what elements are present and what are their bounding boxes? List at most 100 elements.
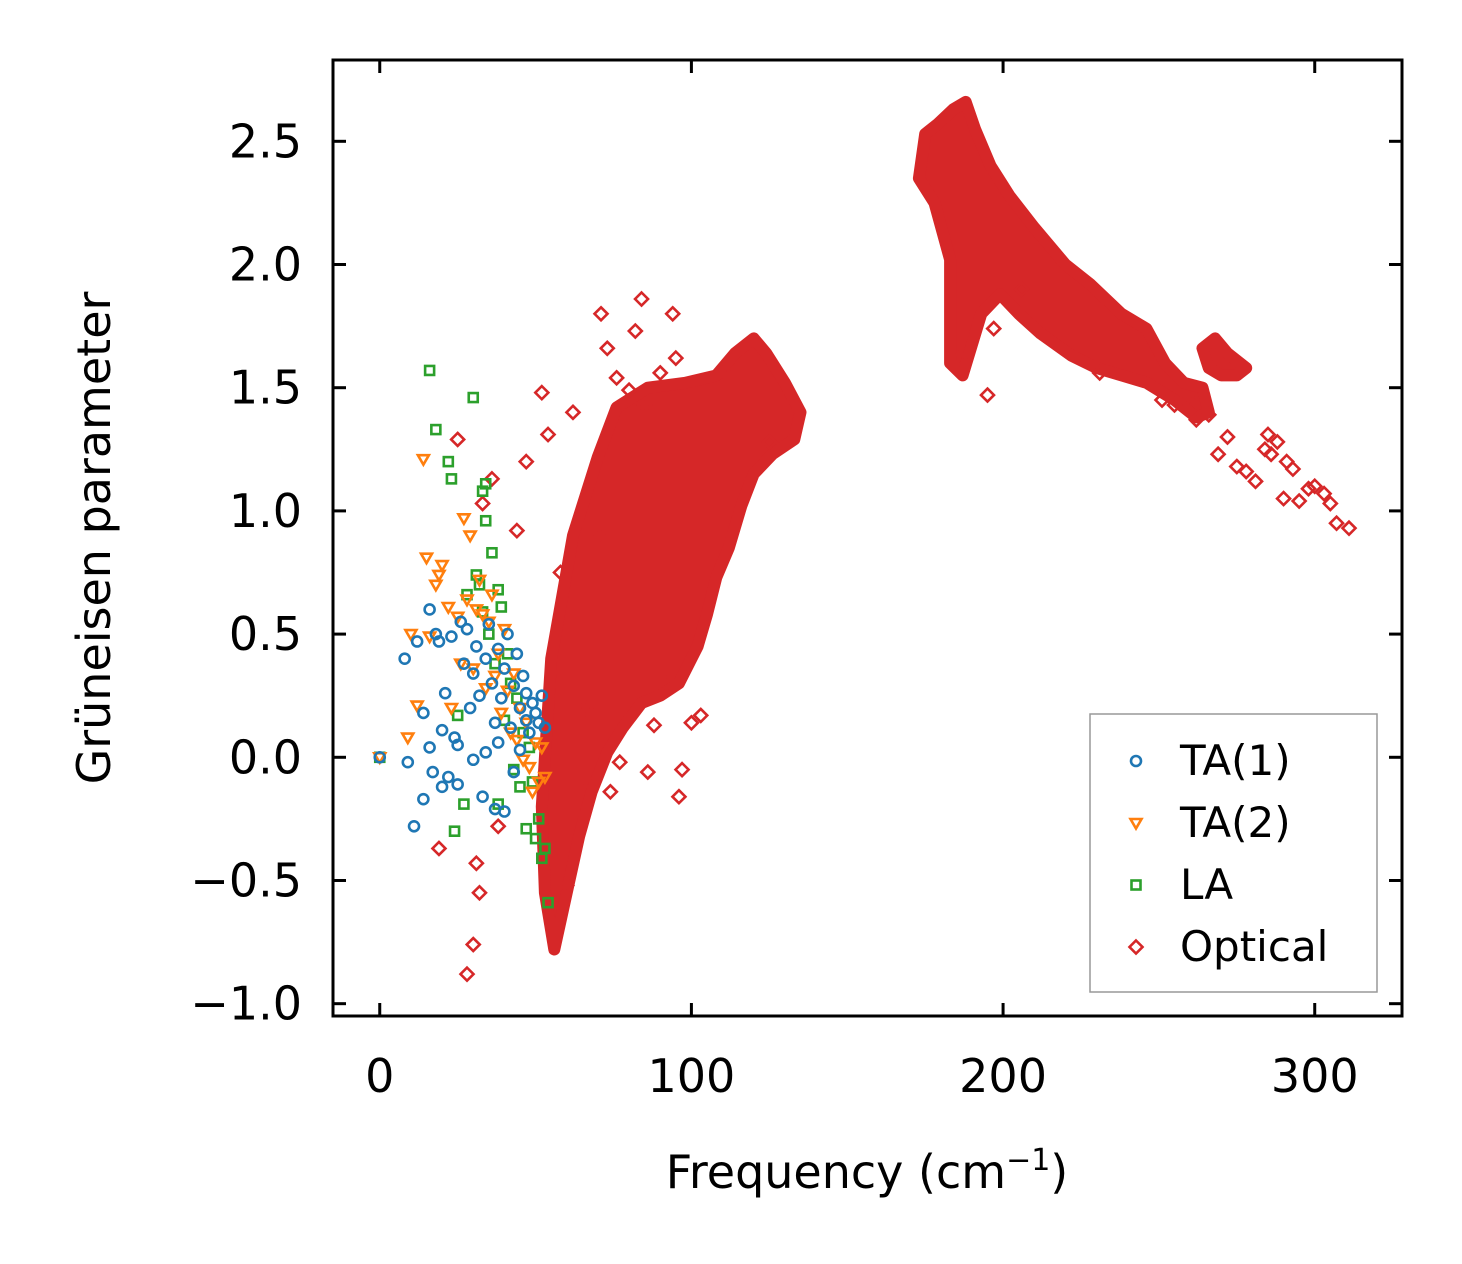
optical-point xyxy=(670,788,688,806)
la-point xyxy=(529,832,542,845)
ta1-point xyxy=(466,667,480,680)
ta1-point xyxy=(519,714,533,727)
legend-label-ta1: TA(1) xyxy=(1179,736,1291,785)
la-point xyxy=(486,546,498,559)
ta1-point xyxy=(507,765,521,779)
ta1-point xyxy=(513,743,527,757)
ta1-point xyxy=(466,753,480,767)
optical-point xyxy=(664,305,682,323)
optical-point xyxy=(1300,480,1317,498)
ta1-point xyxy=(513,701,527,715)
ta1-point xyxy=(501,627,514,641)
ta1-point xyxy=(470,640,483,653)
optical-point xyxy=(608,369,625,387)
la-point xyxy=(520,822,533,835)
optical-point xyxy=(468,854,485,872)
optical-point xyxy=(1262,445,1280,463)
legend-label-optical: Optical xyxy=(1180,922,1328,971)
optical-point xyxy=(464,936,482,953)
la-point xyxy=(495,601,508,613)
ta2-point xyxy=(506,668,522,682)
optical-point xyxy=(1237,463,1255,480)
legend-label-ta2: TA(2) xyxy=(1179,798,1291,847)
optical-point xyxy=(1328,514,1345,532)
legend-marker-ta1 xyxy=(1129,754,1143,768)
ta1-point xyxy=(479,652,493,666)
optical-point xyxy=(1247,472,1264,490)
optical-point xyxy=(1013,280,1031,298)
y-tick-label: 0.0 xyxy=(229,730,302,784)
ta1-point xyxy=(460,622,474,636)
ta2-point xyxy=(481,616,497,630)
x-tick-label: 200 xyxy=(959,1049,1047,1103)
la-point xyxy=(423,364,436,377)
optical-point xyxy=(474,495,491,512)
ta1-point xyxy=(451,738,464,752)
la-point xyxy=(511,692,523,704)
ta2-point xyxy=(521,761,538,776)
ta2-point xyxy=(403,628,419,643)
optical-point xyxy=(458,965,476,983)
optical-point xyxy=(517,453,535,470)
la-point xyxy=(476,485,489,497)
la-point xyxy=(483,628,495,640)
x-tick-label: 300 xyxy=(1271,1049,1359,1103)
optical-point xyxy=(1306,477,1324,495)
ta1-point xyxy=(538,721,552,735)
la-point xyxy=(467,391,480,404)
ta1-point xyxy=(482,617,496,631)
x-axis-label: Frequency (cm−1) xyxy=(666,1143,1069,1199)
ta1-point xyxy=(435,723,449,737)
ta1-point xyxy=(463,701,477,715)
ta2-point xyxy=(456,512,472,527)
ta1-point xyxy=(398,652,411,666)
ta2-point xyxy=(493,707,510,722)
optical-point xyxy=(951,349,968,367)
ta2-point xyxy=(477,682,494,697)
y-tick-label: 1.0 xyxy=(229,484,302,538)
optical-dense-region xyxy=(1196,332,1253,382)
ta1-point xyxy=(445,630,458,643)
optical-point xyxy=(430,840,448,857)
x-tick-label: 100 xyxy=(648,1049,736,1103)
la-point xyxy=(479,477,492,490)
legend-marker-ta2 xyxy=(1128,817,1144,832)
optical-point xyxy=(1091,364,1109,382)
optical-point xyxy=(639,763,657,781)
ta2-point xyxy=(490,648,506,662)
optical-point xyxy=(483,470,501,488)
ta2-point xyxy=(515,754,531,768)
ta2-point xyxy=(415,453,432,468)
y-axis-label: Grüneisen parameter xyxy=(67,291,121,784)
optical-point xyxy=(583,776,601,793)
optical-dense-region xyxy=(535,332,807,956)
optical-point xyxy=(533,384,551,401)
la-point xyxy=(473,579,486,591)
x-axis-label-close: ) xyxy=(1050,1145,1068,1199)
optical-point xyxy=(1259,426,1277,443)
ta2-point xyxy=(443,702,460,717)
legend-marker-optical xyxy=(1127,938,1145,956)
ta2-point xyxy=(537,771,553,786)
ta1-point xyxy=(432,635,446,648)
ta2-point xyxy=(509,734,525,749)
optical-point xyxy=(633,290,650,308)
ta2-point xyxy=(534,742,550,756)
optical-point xyxy=(1219,428,1236,446)
ta2-point xyxy=(530,776,547,791)
ta1-point xyxy=(410,635,424,648)
x-axis-label-superscript: −1 xyxy=(1006,1143,1050,1178)
ta1-point xyxy=(476,790,489,804)
optical-point xyxy=(602,783,619,801)
la-point xyxy=(442,455,455,468)
optical-point xyxy=(577,699,594,717)
ta1-point xyxy=(526,696,539,710)
ta1-point xyxy=(510,647,524,661)
la-point xyxy=(539,842,551,855)
optical-dense-region xyxy=(912,95,1215,424)
la-point xyxy=(430,423,442,436)
optical-point xyxy=(1315,485,1333,502)
ta1-point xyxy=(423,603,436,616)
la-point xyxy=(458,798,470,810)
